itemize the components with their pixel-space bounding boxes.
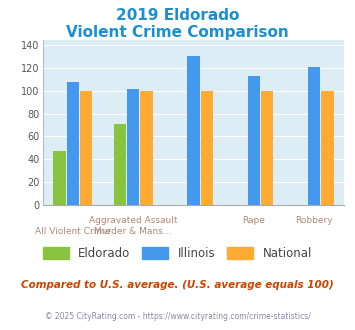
- Text: Rape: Rape: [242, 216, 265, 225]
- Bar: [308, 67, 320, 205]
- Bar: [67, 82, 79, 205]
- Bar: [321, 91, 334, 205]
- Bar: [201, 91, 213, 205]
- Text: Aggravated Assault: Aggravated Assault: [89, 216, 178, 225]
- Bar: [140, 91, 153, 205]
- Bar: [187, 55, 200, 205]
- Bar: [261, 91, 273, 205]
- Text: Robbery: Robbery: [295, 216, 333, 225]
- Text: Compared to U.S. average. (U.S. average equals 100): Compared to U.S. average. (U.S. average …: [21, 280, 334, 290]
- Bar: [127, 88, 139, 205]
- Text: Violent Crime Comparison: Violent Crime Comparison: [66, 25, 289, 40]
- Text: All Violent Crime: All Violent Crime: [35, 227, 111, 236]
- Text: 2019 Eldorado: 2019 Eldorado: [116, 8, 239, 23]
- Legend: Eldorado, Illinois, National: Eldorado, Illinois, National: [38, 242, 317, 264]
- Text: © 2025 CityRating.com - https://www.cityrating.com/crime-statistics/: © 2025 CityRating.com - https://www.city…: [45, 312, 310, 321]
- Bar: [114, 124, 126, 205]
- Bar: [248, 76, 260, 205]
- Bar: [80, 91, 92, 205]
- Bar: [53, 151, 66, 205]
- Text: Murder & Mans...: Murder & Mans...: [94, 227, 172, 236]
